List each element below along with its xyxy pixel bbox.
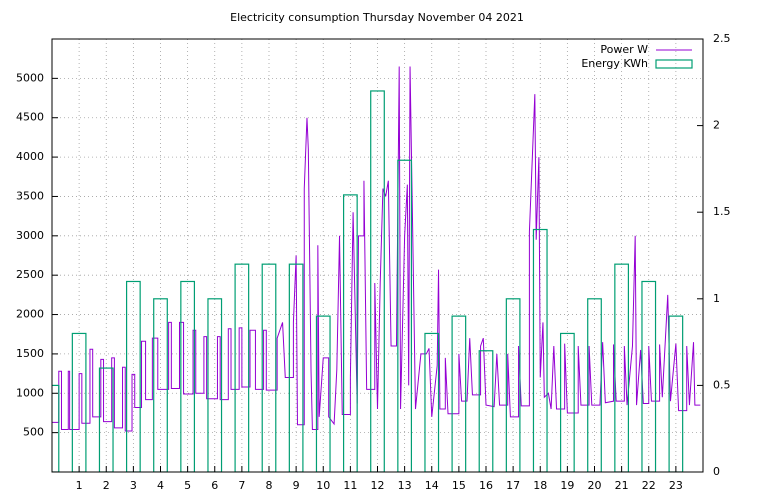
x-tick-label: 22 <box>642 479 656 492</box>
x-tick-label: 18 <box>533 479 547 492</box>
energy-bar <box>315 315 331 472</box>
energy-bar <box>52 384 60 472</box>
y-tick-label: 3000 <box>16 229 44 242</box>
chart-title: Electricity consumption Thursday Novembe… <box>230 11 524 24</box>
y2-tick-label: 0 <box>713 465 720 478</box>
energy-bar <box>125 280 141 472</box>
x-tick-label: 7 <box>238 479 245 492</box>
energy-bar <box>641 280 657 472</box>
x-tick-label: 9 <box>293 479 300 492</box>
x-tick-label: 6 <box>211 479 218 492</box>
energy-bar <box>234 263 250 472</box>
x-tick-label: 14 <box>425 479 439 492</box>
energy-bar <box>668 315 684 472</box>
x-tick-label: 2 <box>103 479 110 492</box>
energy-bar <box>342 194 358 472</box>
x-tick-label: 15 <box>452 479 466 492</box>
energy-bar <box>71 332 87 472</box>
x-tick-label: 12 <box>371 479 385 492</box>
y-tick-label: 1500 <box>16 347 44 360</box>
x-tick-label: 23 <box>669 479 683 492</box>
grid <box>52 39 703 472</box>
x-tick-label: 8 <box>266 479 273 492</box>
energy-bar <box>451 315 467 472</box>
y-tick-label: 5000 <box>16 71 44 84</box>
x-tick-label: 13 <box>398 479 412 492</box>
energy-bar <box>559 332 575 472</box>
energy-bar <box>478 350 494 472</box>
x-tick-label: 20 <box>588 479 602 492</box>
energy-bar <box>614 263 630 472</box>
energy-bar <box>261 263 277 472</box>
x-tick-label: 1 <box>76 479 83 492</box>
y-tick-label: 1000 <box>16 386 44 399</box>
legend-label: Energy KWh <box>581 57 648 70</box>
energy-bar <box>532 228 548 472</box>
x-tick-label: 11 <box>343 479 357 492</box>
y-tick-label: 3500 <box>16 189 44 202</box>
x-tick-label: 21 <box>615 479 629 492</box>
energy-bar <box>587 298 602 472</box>
energy-bar <box>207 298 223 472</box>
y2-tick-label: 0.5 <box>713 378 731 391</box>
energy-bar <box>397 159 413 472</box>
y-tick-label: 2500 <box>16 268 44 281</box>
x-tick-label: 5 <box>184 479 191 492</box>
x-tick-label: 4 <box>157 479 164 492</box>
energy-bar <box>505 298 521 472</box>
energy-bar <box>288 263 304 472</box>
y2-tick-label: 2.5 <box>713 32 731 45</box>
y2-tick-label: 1 <box>713 292 720 305</box>
energy-bar <box>180 280 196 472</box>
x-tick-label: 16 <box>479 479 493 492</box>
y-tick-label: 4500 <box>16 111 44 124</box>
y-tick-label: 4000 <box>16 150 44 163</box>
y2-tick-label: 1.5 <box>713 205 731 218</box>
x-tick-label: 17 <box>506 479 520 492</box>
legend-swatch <box>655 59 693 69</box>
power-line <box>52 66 701 432</box>
energy-bar <box>153 298 168 472</box>
y-tick-label: 2000 <box>16 308 44 321</box>
y2-tick-label: 2 <box>713 119 720 132</box>
energy-bar <box>424 332 440 472</box>
y-tick-label: 500 <box>23 426 44 439</box>
x-tick-label: 19 <box>560 479 574 492</box>
plot <box>52 66 701 472</box>
legend-label: Power W <box>600 43 648 56</box>
x-tick-label: 3 <box>130 479 137 492</box>
energy-bar <box>370 90 385 472</box>
x-tick-label: 10 <box>316 479 330 492</box>
axes: 500 1000 1500 2000 2500 3000 3500 4000 4500 5000 0… <box>16 32 731 492</box>
